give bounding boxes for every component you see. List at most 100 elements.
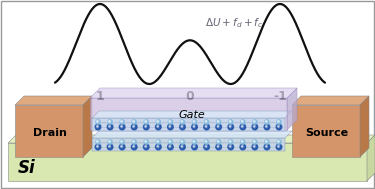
Circle shape [192,124,197,130]
Text: Source: Source [305,128,349,138]
Circle shape [242,126,243,127]
Circle shape [169,121,171,122]
Circle shape [121,146,122,147]
Circle shape [181,121,183,122]
Polygon shape [92,131,292,138]
Circle shape [145,126,147,127]
Circle shape [205,121,207,122]
Circle shape [169,126,171,127]
Circle shape [144,124,149,130]
Text: 0: 0 [186,90,194,103]
Circle shape [144,140,148,144]
Circle shape [216,124,222,130]
Circle shape [266,126,267,127]
Circle shape [278,126,279,127]
Circle shape [97,126,98,127]
Circle shape [193,121,195,122]
Circle shape [109,121,110,122]
Circle shape [131,124,137,130]
Bar [92,138,285,151]
Circle shape [96,140,100,144]
Circle shape [168,124,173,130]
Circle shape [242,121,243,122]
Circle shape [121,126,122,127]
Circle shape [133,146,134,147]
Circle shape [181,141,183,142]
Circle shape [109,141,110,142]
Circle shape [120,120,124,124]
Circle shape [193,146,195,147]
Polygon shape [83,96,92,157]
Polygon shape [8,135,375,143]
Circle shape [145,141,147,142]
Circle shape [240,144,246,150]
Circle shape [107,144,113,150]
Circle shape [168,144,173,150]
Circle shape [132,120,136,124]
Circle shape [217,141,219,142]
Circle shape [277,140,281,144]
Circle shape [277,120,281,124]
Polygon shape [287,88,297,130]
Circle shape [205,126,207,127]
Circle shape [205,141,207,142]
Text: 1: 1 [96,90,104,103]
Text: Si: Si [18,159,36,177]
Circle shape [95,124,101,130]
Circle shape [157,146,159,147]
Circle shape [133,126,134,127]
Circle shape [204,140,209,144]
Text: -1: -1 [273,90,287,103]
Circle shape [181,126,183,127]
Polygon shape [92,111,292,118]
Polygon shape [367,135,375,181]
Text: $\Delta U + f_d + f_c$: $\Delta U + f_d + f_c$ [205,16,263,30]
Circle shape [204,144,209,150]
Circle shape [230,141,231,142]
Circle shape [145,121,147,122]
Circle shape [131,144,137,150]
Circle shape [97,146,98,147]
Circle shape [109,146,110,147]
Circle shape [193,126,195,127]
Circle shape [278,141,279,142]
Circle shape [96,120,100,124]
Circle shape [204,120,209,124]
Circle shape [121,141,122,142]
Circle shape [278,121,279,122]
Circle shape [168,140,172,144]
Circle shape [266,141,267,142]
Polygon shape [15,96,92,105]
Circle shape [181,146,183,147]
Circle shape [193,141,195,142]
Circle shape [253,140,257,144]
Circle shape [217,146,219,147]
Circle shape [192,120,197,124]
Circle shape [192,144,197,150]
Circle shape [97,141,98,142]
Circle shape [276,124,282,130]
Circle shape [119,124,125,130]
Circle shape [109,126,110,127]
Circle shape [180,140,184,144]
Circle shape [242,141,243,142]
Circle shape [254,126,255,127]
Text: Drain: Drain [33,128,67,138]
Circle shape [230,121,231,122]
Circle shape [157,126,159,127]
Circle shape [120,140,124,144]
Circle shape [157,141,159,142]
Circle shape [180,124,185,130]
Circle shape [144,120,148,124]
Circle shape [228,144,234,150]
Circle shape [242,146,243,147]
Circle shape [157,121,159,122]
Circle shape [228,120,233,124]
Circle shape [228,140,233,144]
Circle shape [230,146,231,147]
Circle shape [156,124,161,130]
Bar [90,98,287,130]
Circle shape [107,124,113,130]
Circle shape [205,146,207,147]
Bar [15,105,83,157]
